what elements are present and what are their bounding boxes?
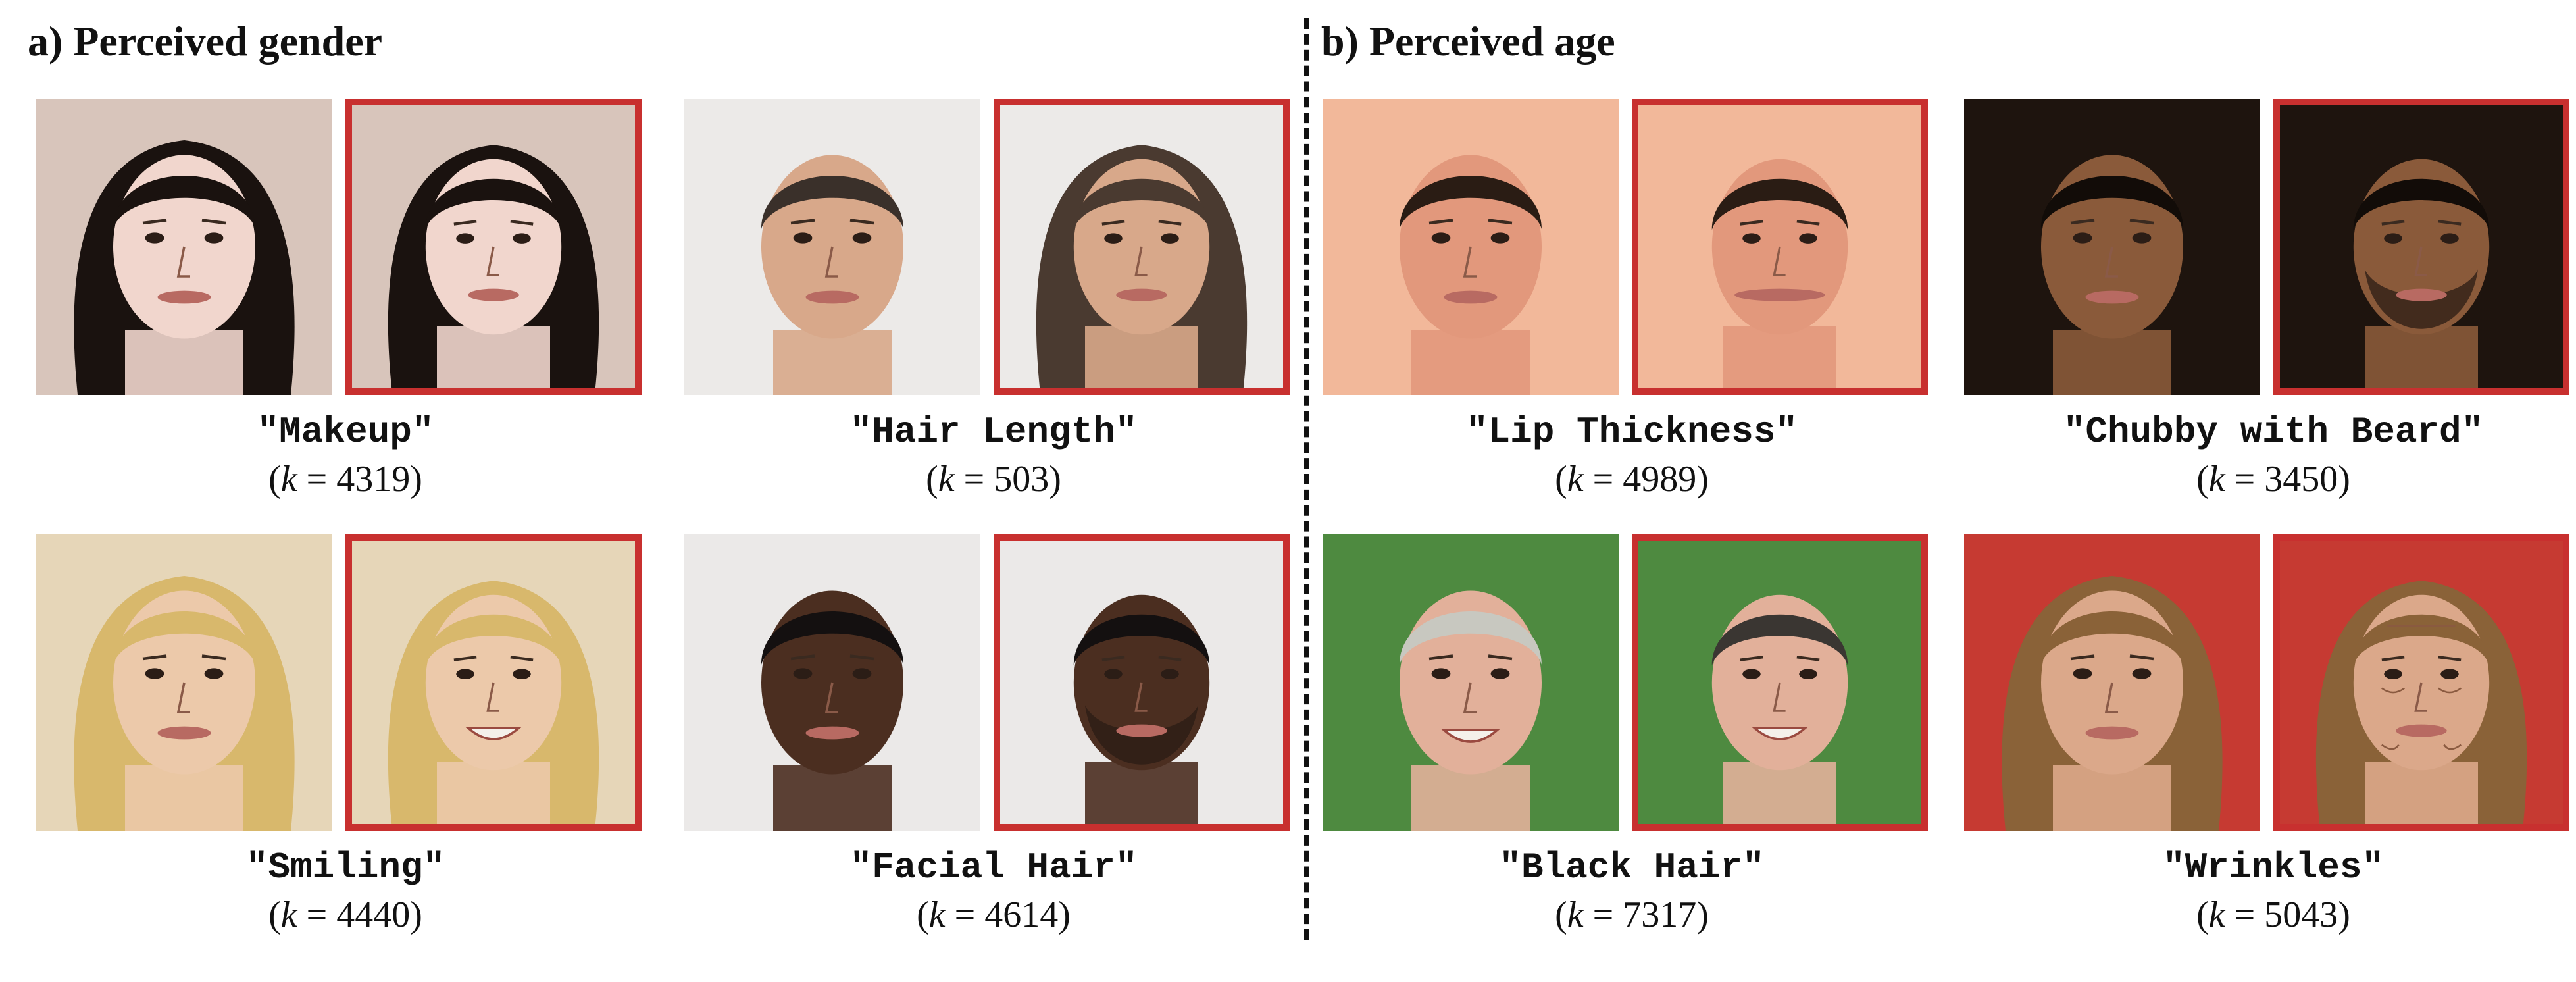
attribute-label: "Makeup" [257, 411, 434, 453]
face-wrinkles-icon [1964, 534, 2260, 831]
k-value: (k = 4319) [268, 459, 422, 500]
k-value: (k = 4989) [1555, 459, 1709, 500]
original-face-image [1964, 99, 2260, 395]
k-value: (k = 503) [926, 459, 1061, 500]
section-divider [1304, 18, 1309, 940]
attribute-label: "Hair Length" [849, 411, 1138, 453]
panel-hair-length: "Hair Length" (k = 503) [684, 99, 1303, 546]
edited-face-image [2273, 534, 2569, 831]
face-makeup-icon [36, 99, 332, 395]
face-smiling-icon [36, 534, 332, 831]
face-black-hair-icon [1323, 534, 1619, 831]
original-face-image [684, 99, 980, 395]
original-face-image [684, 534, 980, 831]
face-hair-length-icon [1000, 105, 1283, 388]
panel-makeup: "Makeup" (k = 4319) [36, 99, 655, 546]
edited-face-image [1632, 534, 1928, 831]
original-face-image [36, 99, 332, 395]
panel-chubby-with-beard: "Chubby with Beard" (k = 3450) [1964, 99, 2576, 546]
attribute-label: "Chubby with Beard" [2063, 411, 2484, 453]
attribute-label: "Smiling" [245, 846, 445, 889]
panel-smiling: "Smiling" (k = 4440) [36, 534, 655, 982]
edited-face-image [994, 534, 1290, 831]
edited-face-image [2273, 99, 2569, 395]
attribute-label: "Facial Hair" [849, 846, 1138, 889]
original-face-image [1323, 99, 1619, 395]
face-facial-hair-icon [1000, 541, 1283, 824]
k-value: (k = 3450) [2196, 459, 2350, 500]
edited-face-image [994, 99, 1290, 395]
k-value: (k = 4614) [917, 894, 1071, 935]
original-face-image [36, 534, 332, 831]
face-lip-thickness-icon [1638, 105, 1921, 388]
panel-lip-thickness: "Lip Thickness" (k = 4989) [1323, 99, 1941, 546]
attribute-label: "Lip Thickness" [1465, 411, 1798, 453]
k-value: (k = 4440) [268, 894, 422, 935]
edited-face-image [1632, 99, 1928, 395]
attribute-label: "Black Hair" [1499, 846, 1765, 889]
original-face-image [1323, 534, 1619, 831]
face-smiling-icon [352, 541, 635, 824]
section-title-perceived-gender: a) Perceived gender [28, 18, 383, 65]
panel-facial-hair: "Facial Hair" (k = 4614) [684, 534, 1303, 982]
face-black-hair-icon [1638, 541, 1921, 824]
panel-black-hair: "Black Hair" (k = 7317) [1323, 534, 1941, 982]
section-title-perceived-age: b) Perceived age [1321, 18, 1615, 65]
face-lip-thickness-icon [1323, 99, 1619, 395]
attribute-label: "Wrinkles" [2162, 846, 2385, 889]
face-facial-hair-icon [684, 534, 980, 831]
face-chubby-beard-icon [1964, 99, 2260, 395]
face-chubby-beard-icon [2280, 105, 2563, 388]
edited-face-image [345, 534, 642, 831]
k-value: (k = 7317) [1555, 894, 1709, 935]
panel-wrinkles: "Wrinkles" (k = 5043) [1964, 534, 2576, 982]
face-wrinkles-icon [2280, 541, 2563, 824]
k-value: (k = 5043) [2196, 894, 2350, 935]
face-hair-length-icon [684, 99, 980, 395]
original-face-image [1964, 534, 2260, 831]
edited-face-image [345, 99, 642, 395]
face-makeup-icon [352, 105, 635, 388]
